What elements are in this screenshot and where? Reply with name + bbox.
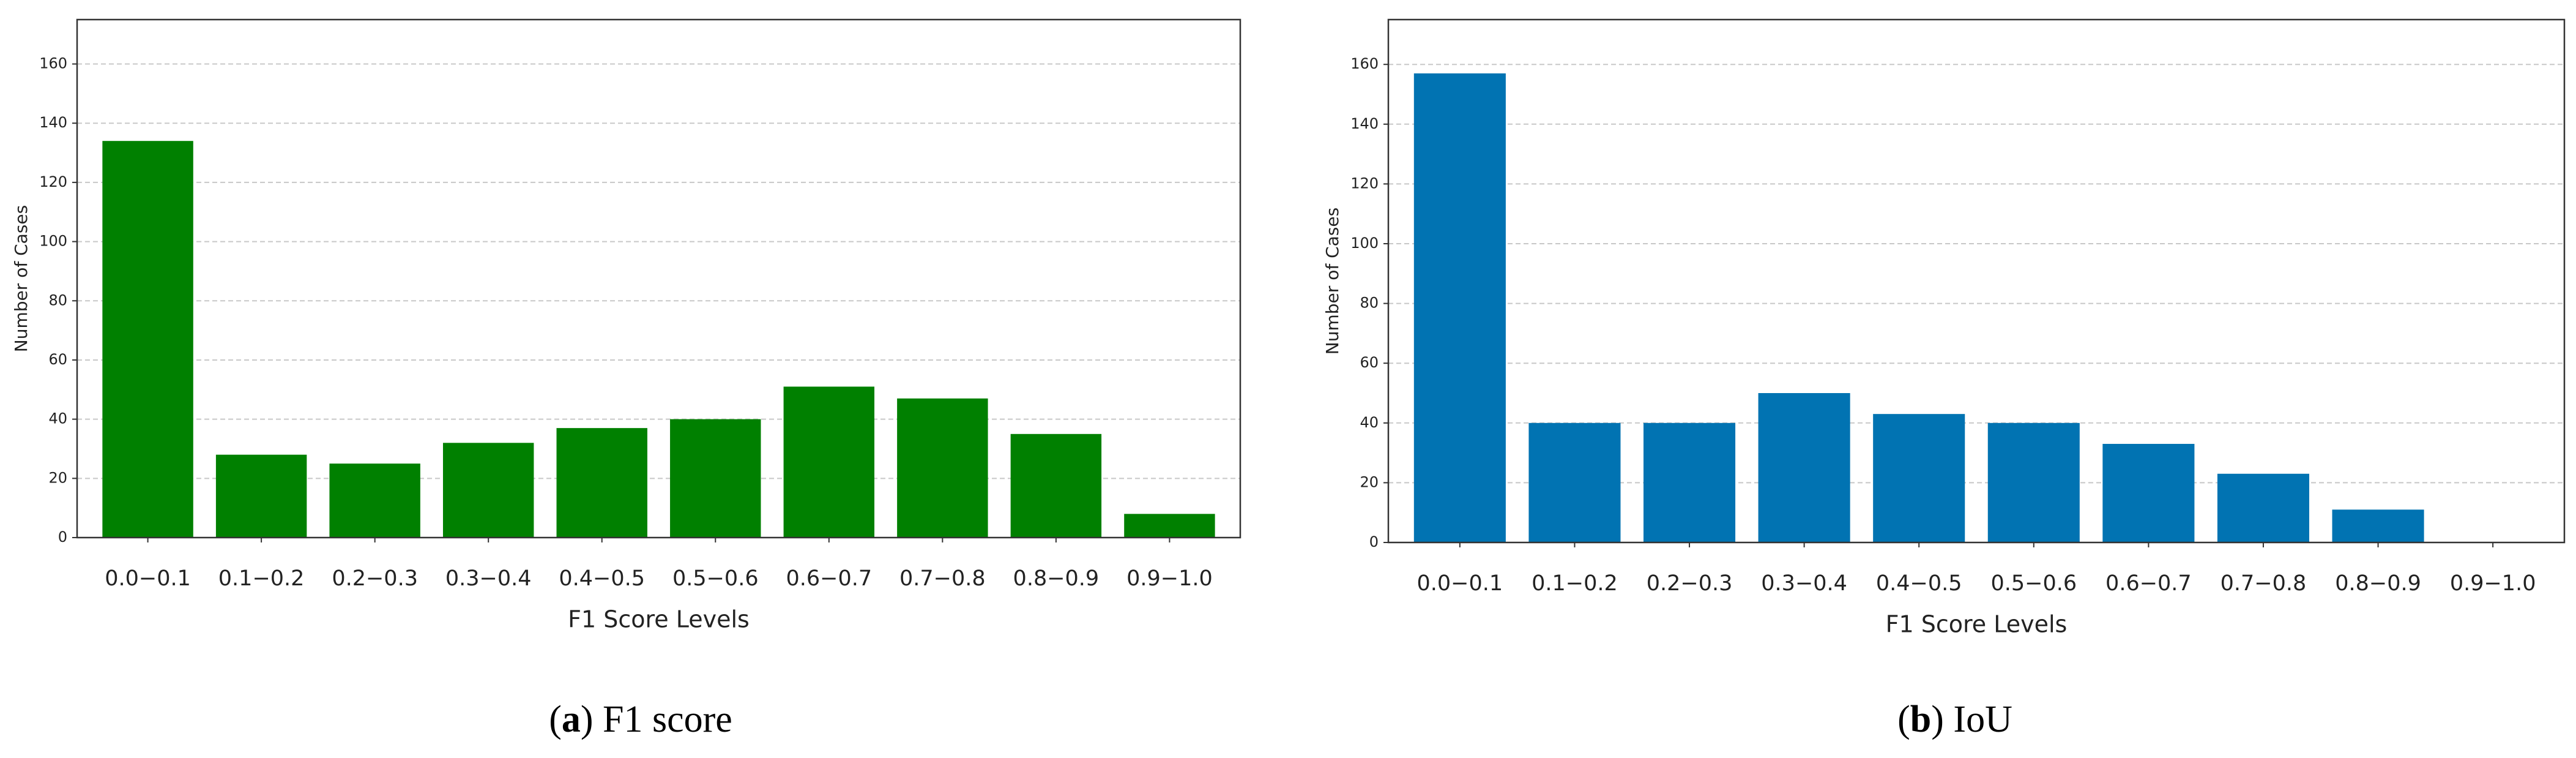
x-tick-label: 0.4−0.5	[1876, 571, 1962, 596]
bar	[1643, 422, 1736, 542]
y-tick-label: 0	[1369, 533, 1379, 550]
x-tick-label: 0.9−1.0	[2450, 571, 2536, 596]
x-axis-title: F1 Score Levels	[1886, 611, 2068, 638]
bar	[783, 386, 875, 538]
caption-part: ) F1 score	[581, 699, 732, 740]
bar	[329, 463, 420, 538]
y-tick-label: 100	[39, 233, 67, 250]
x-tick-label: 0.3−0.4	[1761, 571, 1847, 596]
y-tick-label: 140	[1350, 115, 1379, 132]
bar	[1873, 414, 1965, 542]
caption: (b) IoU	[1897, 699, 2012, 740]
y-tick-label: 120	[1350, 174, 1379, 192]
x-tick-label: 0.7−0.8	[899, 566, 986, 591]
x-tick-label: 0.0−0.1	[105, 566, 191, 591]
y-tick-label: 20	[48, 469, 67, 486]
caption-part: (	[1897, 699, 1910, 740]
x-tick-label: 0.2−0.3	[1647, 571, 1733, 596]
x-axis-title: F1 Score Levels	[568, 606, 750, 633]
x-tick-label: 0.8−0.9	[1013, 566, 1100, 591]
bar	[215, 454, 307, 538]
y-tick-label: 60	[1360, 354, 1379, 371]
x-tick-label: 0.3−0.4	[445, 566, 532, 591]
bar	[1010, 433, 1102, 538]
x-tick-label: 0.8−0.9	[2335, 571, 2421, 596]
caption-part: (	[549, 699, 562, 740]
y-tick-label: 80	[48, 291, 67, 309]
bar	[670, 419, 761, 538]
bar	[1413, 73, 1506, 543]
bar	[2102, 443, 2195, 542]
chart: 0 20 40 60 80 100 120 140 160 0.0−0.1 0.1−0.2 0.2−0…	[1322, 18, 2566, 740]
x-tick-label: 0.6−0.7	[786, 566, 872, 591]
bar	[1987, 422, 2080, 542]
x-tick-label: 0.1−0.2	[218, 566, 305, 591]
y-tick-label: 80	[1360, 295, 1379, 312]
x-tick-label: 0.2−0.3	[332, 566, 418, 591]
x-tick-label: 0.5−0.6	[1990, 571, 2077, 596]
bar	[2332, 509, 2424, 542]
chart: 0 20 40 60 80 100 120 140 160 0.0−0.1 0.1−0.2 0.2−0…	[11, 18, 1241, 740]
y-tick-label: 140	[39, 114, 67, 131]
bar	[897, 398, 988, 538]
caption-part: ) IoU	[1931, 699, 2012, 740]
y-tick-label: 20	[1360, 473, 1379, 490]
caption-part: b	[1910, 699, 1931, 740]
y-tick-label: 40	[48, 410, 67, 427]
y-tick-label: 40	[1360, 414, 1379, 431]
x-tick-label: 0.5−0.6	[672, 566, 759, 591]
y-tick-label: 0	[58, 528, 67, 546]
plot-frame	[76, 18, 1241, 539]
y-axis-title: Number of Cases	[1322, 208, 1342, 355]
caption: (a) F1 score	[549, 699, 732, 740]
bar	[2217, 473, 2310, 542]
bar	[1124, 514, 1215, 538]
x-tick-label: 0.0−0.1	[1417, 571, 1503, 596]
y-tick-label: 160	[1350, 55, 1379, 72]
y-tick-label: 120	[39, 173, 67, 190]
caption-part: a	[562, 699, 581, 740]
bar	[556, 428, 647, 538]
y-tick-label: 100	[1350, 235, 1379, 252]
bar	[1758, 393, 1850, 542]
bar	[442, 443, 534, 538]
x-tick-label: 0.1−0.2	[1532, 571, 1618, 596]
bar	[102, 141, 193, 538]
x-tick-label: 0.7−0.8	[2220, 571, 2307, 596]
y-tick-label: 160	[39, 55, 67, 72]
bar	[1528, 422, 1621, 542]
y-axis-title: Number of Cases	[11, 205, 31, 352]
x-tick-label: 0.9−1.0	[1126, 566, 1213, 591]
plot-frame	[1387, 18, 2566, 544]
x-tick-label: 0.6−0.7	[2105, 571, 2192, 596]
y-tick-label: 60	[48, 351, 67, 368]
x-tick-label: 0.4−0.5	[559, 566, 645, 591]
